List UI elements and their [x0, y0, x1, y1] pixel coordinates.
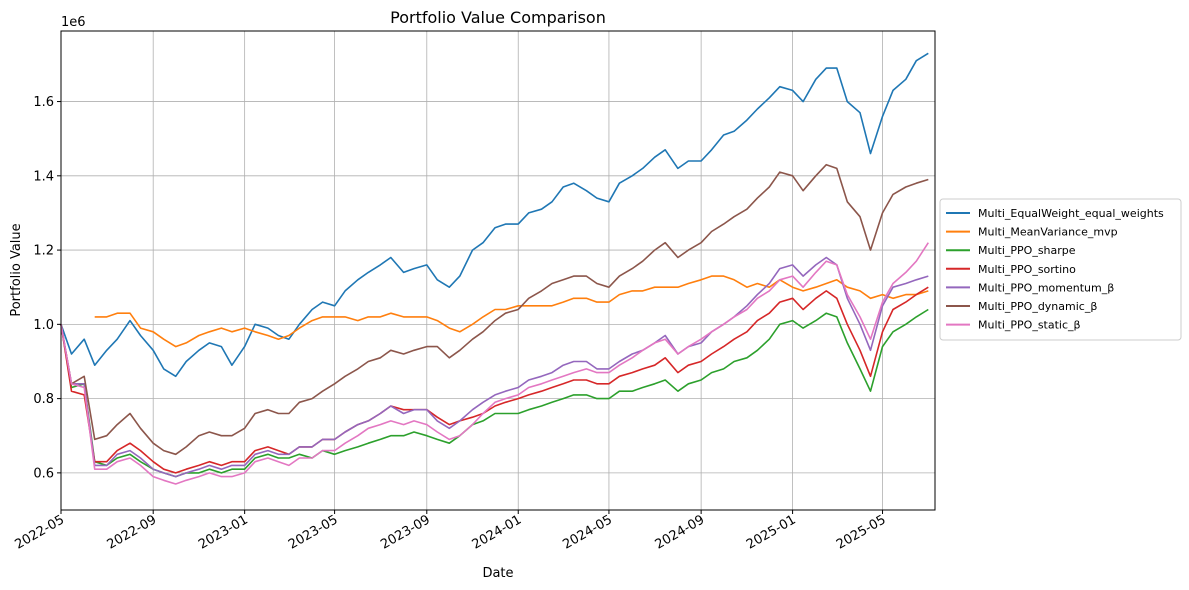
grid — [60, 31, 935, 510]
series-line-7 — [60, 242, 929, 485]
y-tick-label: 1.6 — [33, 95, 54, 110]
y-tick-label: 0.8 — [33, 392, 54, 407]
legend-label: Multi_PPO_sharpe — [978, 244, 1076, 257]
legend-box — [939, 198, 1182, 341]
y-axis-label: Portfolio Value — [9, 223, 24, 316]
series-line-5 — [60, 256, 929, 478]
series-line-6 — [60, 163, 929, 456]
legend-label: Multi_EqualWeight_equal_weights — [978, 207, 1164, 220]
legend-label: Multi_PPO_sortino — [978, 263, 1076, 276]
chart-title: Portfolio Value Comparison — [390, 8, 606, 27]
legend-label: Multi_PPO_static_β — [978, 319, 1081, 332]
series-line-1 — [60, 52, 929, 378]
legend: Multi_EqualWeight_equal_weights Multi_Mea… — [939, 198, 1182, 341]
y-tick-label: 1.2 — [33, 244, 54, 259]
series-line-4 — [60, 286, 929, 474]
series-line-3 — [60, 308, 929, 478]
y-offset-text: 1e6 — [61, 15, 86, 30]
y-tick-label: 1.0 — [33, 318, 54, 333]
legend-label: Multi_PPO_momentum_β — [978, 281, 1114, 294]
legend-label: Multi_PPO_dynamic_β — [978, 300, 1097, 313]
series-lines — [60, 52, 929, 485]
legend-label: Multi_MeanVariance_mvp — [978, 226, 1118, 239]
series-line-2 — [94, 275, 929, 348]
x-axis-label: Date — [482, 566, 513, 581]
plot-frame — [60, 30, 936, 511]
y-tick-label: 1.4 — [33, 169, 54, 184]
y-tick-label: 0.6 — [33, 466, 54, 481]
